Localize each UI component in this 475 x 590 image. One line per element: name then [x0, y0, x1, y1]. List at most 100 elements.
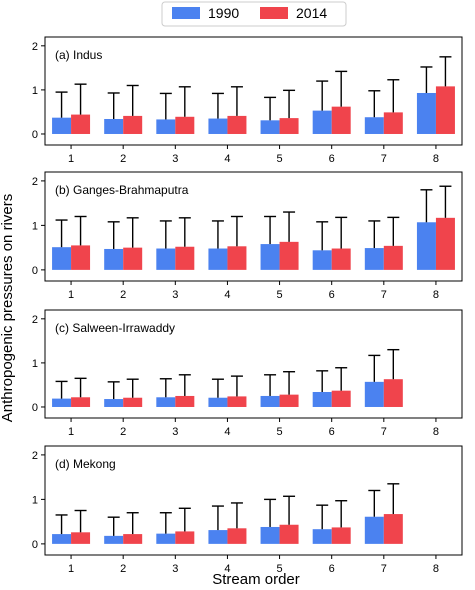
- bar-2014-order-3: [175, 531, 195, 544]
- y-tick-label: 0: [32, 265, 38, 277]
- y-tick-label: 2: [32, 176, 38, 188]
- bar-1990-order-6: [312, 391, 332, 407]
- bar-2014-order-5: [279, 118, 299, 134]
- bar-1990-order-3: [156, 533, 176, 544]
- bar-1990-order-4: [208, 397, 228, 407]
- x-tick-label: 2: [120, 153, 126, 165]
- x-tick-label: 5: [277, 426, 283, 438]
- bar-1990-order-3: [156, 119, 176, 134]
- x-tick-label: 2: [120, 426, 126, 438]
- bar-2014-order-8: [435, 86, 455, 134]
- bar-2014-order-6: [331, 390, 351, 407]
- bar-2014-order-8: [435, 217, 455, 270]
- bar-2014-order-4: [227, 528, 247, 544]
- legend: 1990 2014: [161, 1, 347, 27]
- x-axis-label: Stream order: [212, 571, 300, 588]
- panel-4: 0 1 2 1 2 3 4 5 6 7 8 (d) Mekong: [32, 445, 463, 575]
- panel-1: 0 1 2 1 2 3 4 5 6 7 8 (a) Indus: [32, 36, 463, 165]
- x-tick-label: 1: [68, 426, 74, 438]
- x-tick-label: 8: [433, 153, 439, 165]
- y-tick-label: 1: [32, 358, 38, 370]
- y-tick-label: 0: [32, 539, 38, 551]
- y-tick-label: 1: [32, 85, 38, 97]
- x-tick-label: 6: [329, 426, 335, 438]
- panel-title: (a) Indus: [55, 48, 102, 62]
- x-tick-label: 3: [172, 289, 178, 301]
- panel-frame: [44, 445, 463, 556]
- legend-label-2014: 2014: [296, 5, 327, 21]
- bar-1990-order-2: [104, 535, 124, 544]
- bar-1990-order-3: [156, 248, 176, 270]
- bar-1990-order-7: [364, 117, 384, 134]
- x-tick-label: 7: [381, 563, 387, 575]
- x-tick-label: 3: [172, 563, 178, 575]
- x-tick-label: 6: [329, 289, 335, 301]
- bar-1990-order-5: [260, 244, 280, 270]
- bar-2014-order-5: [279, 394, 299, 407]
- bar-1990-order-6: [312, 250, 332, 270]
- bar-2014-order-4: [227, 396, 247, 407]
- bar-2014-order-2: [123, 115, 143, 134]
- bar-2014-order-2: [123, 534, 143, 544]
- bar-1990-order-3: [156, 397, 176, 407]
- x-tick-label: 8: [433, 289, 439, 301]
- panel-2: 0 1 2 1 2 3 4 5 6 7 8 (b) Ganges-Brahmaputra: [32, 171, 463, 301]
- bar-1990-order-4: [208, 118, 228, 134]
- chart-panels: 0 1 2 1 2 3 4 5 6 7 8 (a) Indus 0 1 2 1 2 3 4 5 6 7 8 (b) Gange…: [32, 36, 463, 575]
- x-tick-label: 1: [68, 289, 74, 301]
- bar-2014-order-5: [279, 524, 299, 544]
- bar-2014-order-1: [71, 532, 91, 544]
- bar-2014-order-2: [123, 247, 143, 270]
- x-tick-label: 4: [224, 426, 230, 438]
- bar-1990-order-2: [104, 248, 124, 270]
- bar-1990-order-7: [364, 516, 384, 544]
- panel-frame: [44, 309, 463, 419]
- x-tick-label: 5: [277, 153, 283, 165]
- bar-1990-order-2: [104, 399, 124, 407]
- panel-title: (b) Ganges-Brahmaputra: [55, 183, 189, 197]
- bar-2014-order-4: [227, 246, 247, 270]
- bar-2014-order-1: [71, 114, 91, 134]
- x-tick-label: 4: [224, 563, 230, 575]
- bar-1990-order-8: [416, 222, 436, 270]
- legend-swatch-2014: [260, 7, 288, 19]
- x-tick-label: 6: [329, 563, 335, 575]
- x-tick-label: 7: [381, 426, 387, 438]
- y-tick-label: 1: [32, 220, 38, 232]
- y-axis-label: Anthropogenic pressures on rivers: [0, 194, 16, 422]
- bar-2014-order-1: [71, 245, 91, 270]
- bar-1990-order-4: [208, 530, 228, 544]
- legend-label-1990: 1990: [208, 5, 239, 21]
- panel-frame: [44, 36, 463, 146]
- x-tick-label: 2: [120, 289, 126, 301]
- bar-2014-order-7: [383, 245, 403, 270]
- bar-1990-order-1: [52, 117, 72, 134]
- bar-1990-order-5: [260, 395, 280, 407]
- y-tick-label: 2: [32, 41, 38, 53]
- x-tick-label: 7: [381, 153, 387, 165]
- bar-1990-order-2: [104, 118, 124, 134]
- bar-1990-order-1: [52, 534, 72, 544]
- bar-2014-order-7: [383, 514, 403, 544]
- bar-1990-order-4: [208, 248, 228, 270]
- bar-1990-order-5: [260, 120, 280, 134]
- x-tick-label: 3: [172, 426, 178, 438]
- x-tick-label: 1: [68, 563, 74, 575]
- bar-1990-order-8: [416, 92, 436, 134]
- panel-3: 0 1 2 1 2 3 4 5 6 7 8 (c) Salween-Irrawaddy: [32, 309, 463, 438]
- bar-2014-order-6: [331, 248, 351, 270]
- bar-2014-order-6: [331, 106, 351, 134]
- bar-1990-order-6: [312, 110, 332, 134]
- bar-1990-order-1: [52, 398, 72, 407]
- panel-frame: [44, 171, 463, 282]
- x-tick-label: 8: [433, 563, 439, 575]
- panel-title: (d) Mekong: [55, 457, 116, 471]
- y-tick-label: 2: [32, 450, 38, 462]
- x-tick-label: 4: [224, 153, 230, 165]
- y-tick-label: 2: [32, 314, 38, 326]
- bar-1990-order-1: [52, 247, 72, 270]
- x-tick-label: 6: [329, 153, 335, 165]
- bar-2014-order-5: [279, 241, 299, 270]
- legend-swatch-1990: [172, 7, 200, 19]
